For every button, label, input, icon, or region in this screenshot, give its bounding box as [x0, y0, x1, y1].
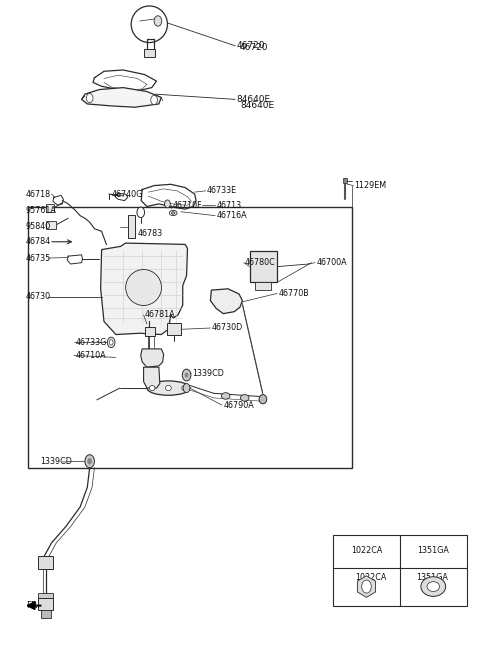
Text: 46710A: 46710A: [75, 351, 106, 360]
Text: 46730D: 46730D: [211, 323, 242, 333]
Bar: [144, 49, 155, 57]
Ellipse shape: [427, 582, 440, 592]
Text: 46720: 46720: [236, 41, 264, 51]
Circle shape: [185, 373, 189, 378]
Text: 46740G: 46740G: [111, 190, 143, 199]
Text: 46718: 46718: [25, 190, 50, 199]
Circle shape: [183, 384, 190, 393]
Text: 46783: 46783: [137, 229, 163, 237]
Circle shape: [362, 580, 371, 593]
Text: 46713: 46713: [216, 201, 241, 210]
Circle shape: [154, 16, 162, 26]
Ellipse shape: [421, 577, 446, 596]
Bar: [255, 282, 271, 290]
Ellipse shape: [166, 386, 171, 391]
Bar: [128, 215, 135, 238]
Text: 1022CA: 1022CA: [351, 546, 382, 555]
Text: 1351GA: 1351GA: [417, 573, 448, 582]
Polygon shape: [82, 88, 161, 107]
Bar: [333, 535, 467, 605]
Bar: [343, 178, 348, 183]
Text: 95761A: 95761A: [25, 206, 56, 215]
Text: 46733E: 46733E: [206, 186, 237, 195]
Text: 1351GA: 1351GA: [417, 546, 449, 555]
Text: 84640E: 84640E: [240, 102, 274, 110]
Text: 46780C: 46780C: [245, 258, 276, 267]
Circle shape: [87, 458, 92, 464]
Polygon shape: [144, 367, 160, 388]
Ellipse shape: [147, 381, 190, 396]
Ellipse shape: [182, 386, 188, 391]
Ellipse shape: [221, 393, 230, 400]
Circle shape: [151, 96, 157, 104]
Text: 46716A: 46716A: [216, 211, 247, 220]
Circle shape: [137, 207, 144, 218]
Bar: [28, 207, 352, 468]
Text: 46735: 46735: [25, 254, 50, 262]
Circle shape: [109, 340, 113, 345]
Polygon shape: [358, 576, 375, 598]
Ellipse shape: [169, 211, 177, 216]
Ellipse shape: [149, 386, 155, 391]
Text: 1129EM: 1129EM: [355, 181, 387, 190]
Bar: [46, 221, 56, 229]
Text: 46781A: 46781A: [144, 310, 175, 319]
Bar: [38, 556, 53, 569]
Text: 46770B: 46770B: [278, 289, 309, 298]
Text: 84640E: 84640E: [236, 95, 270, 104]
Text: 46790A: 46790A: [223, 401, 254, 409]
Text: 46784: 46784: [25, 237, 50, 246]
Bar: [38, 598, 53, 610]
Text: 46700A: 46700A: [316, 258, 347, 267]
Text: FR.: FR.: [26, 601, 40, 610]
Circle shape: [108, 337, 115, 348]
Ellipse shape: [240, 395, 249, 401]
Circle shape: [86, 94, 93, 102]
Text: 1022CA: 1022CA: [356, 573, 387, 582]
Polygon shape: [101, 243, 188, 335]
Circle shape: [85, 455, 95, 468]
Ellipse shape: [126, 270, 161, 306]
Text: 95840: 95840: [25, 222, 50, 231]
Circle shape: [165, 200, 170, 208]
Polygon shape: [141, 349, 164, 367]
Text: 46720: 46720: [240, 43, 268, 52]
Bar: [168, 323, 181, 335]
Text: 1339CD: 1339CD: [192, 369, 224, 379]
Polygon shape: [210, 289, 242, 314]
Bar: [250, 251, 277, 282]
Text: 46710F: 46710F: [172, 201, 202, 210]
Ellipse shape: [259, 395, 267, 404]
Circle shape: [182, 369, 191, 381]
Text: 46730: 46730: [25, 292, 50, 301]
Bar: [38, 593, 53, 598]
Text: 1339CD: 1339CD: [40, 457, 72, 466]
Bar: [46, 204, 54, 212]
Ellipse shape: [171, 212, 175, 215]
Text: 46733G: 46733G: [75, 338, 107, 347]
Bar: [41, 610, 50, 618]
Bar: [144, 327, 155, 336]
